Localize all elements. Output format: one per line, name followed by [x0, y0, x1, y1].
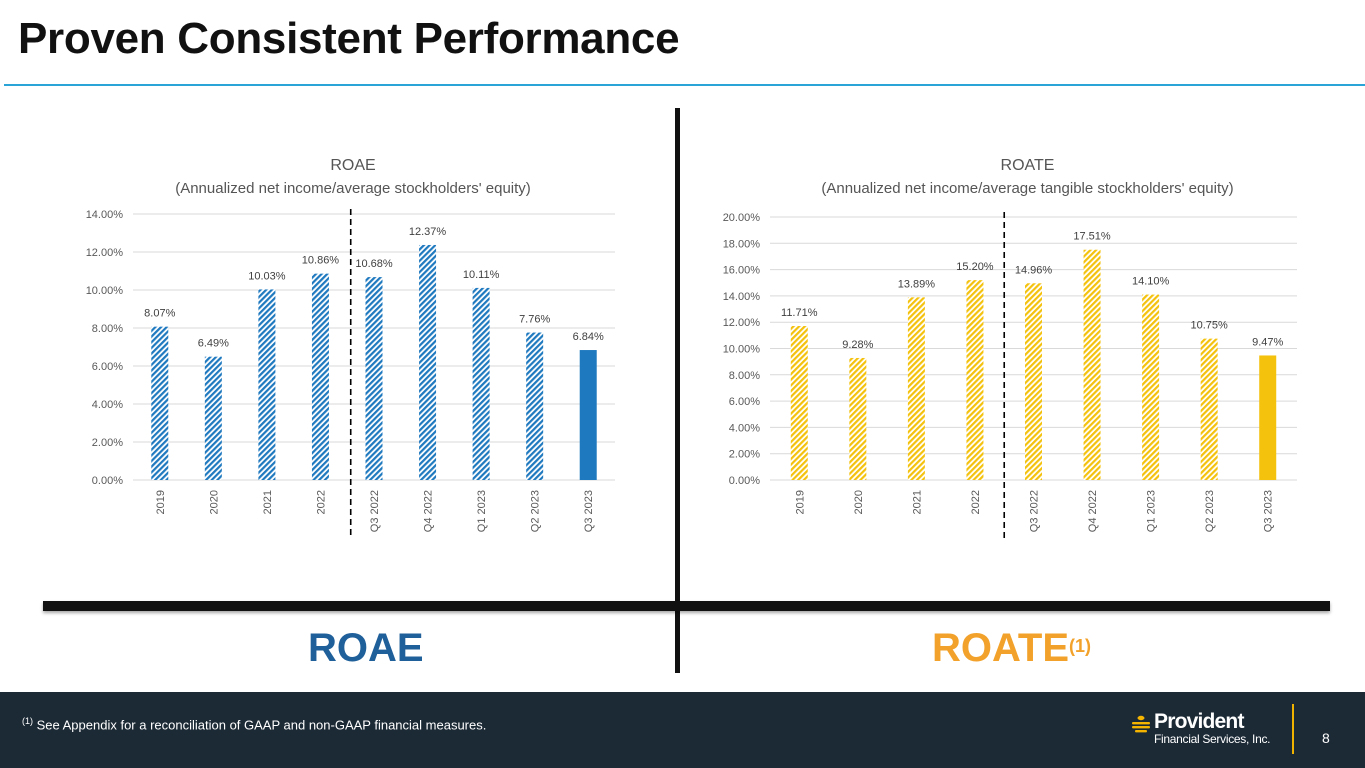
roate-bar — [790, 326, 808, 480]
roate-y-tick-label: 12.00% — [723, 317, 761, 329]
page-number: 8 — [1322, 730, 1330, 746]
roae-data-label: 6.84% — [573, 331, 604, 343]
roae-data-label: 10.68% — [355, 258, 393, 270]
logo-subtitle: Financial Services, Inc. — [1154, 732, 1271, 746]
logo-separator — [1292, 704, 1294, 754]
horizontal-divider — [43, 601, 1330, 611]
roate-bar — [849, 357, 867, 480]
roae-chart: ROAE (Annualized net income/average stock… — [86, 157, 615, 538]
page-title: Proven Consistent Performance — [18, 14, 680, 63]
roate-x-tick-label: Q2 2023 — [1204, 490, 1216, 532]
roate-data-label: 14.96% — [1015, 264, 1053, 276]
roate-bar — [1142, 294, 1160, 480]
roate-x-tick-label: 2022 — [970, 490, 982, 514]
roae-chart-subtitle: (Annualized net income/average stockhold… — [175, 180, 531, 197]
roae-bar — [258, 289, 276, 480]
roate-label-text: ROATE — [932, 626, 1070, 670]
roae-chart-title: ROAE — [330, 157, 375, 174]
vertical-divider — [675, 108, 680, 673]
roate-chart-title: ROATE — [1001, 157, 1055, 174]
roae-x-tick-label: 2021 — [262, 490, 274, 514]
roate-y-tick-label: 2.00% — [729, 449, 760, 461]
roae-bar — [526, 332, 544, 480]
roate-data-label: 17.51% — [1073, 231, 1111, 243]
roate-x-tick-label: Q3 2022 — [1029, 490, 1041, 532]
roae-data-label: 10.86% — [302, 255, 340, 267]
roae-x-tick-label: 2019 — [155, 490, 167, 514]
roate-bar — [907, 297, 925, 480]
roae-x-tick-label: Q3 2023 — [583, 490, 595, 532]
roate-data-label: 10.75% — [1191, 320, 1229, 332]
footnote-text: See Appendix for a reconciliation of GAA… — [33, 717, 487, 733]
roae-y-tick-label: 12.00% — [86, 247, 124, 259]
footnote: (1) See Appendix for a reconciliation of… — [22, 716, 486, 732]
roate-bar — [966, 280, 984, 480]
roate-data-label: 9.28% — [842, 339, 873, 351]
roate-x-tick-label: Q1 2023 — [1146, 490, 1158, 532]
logo-name: Provident — [1154, 710, 1244, 733]
roate-x-tick-label: 2021 — [911, 490, 923, 514]
roate-bar — [1025, 283, 1042, 480]
roae-x-tick-label: 2020 — [208, 490, 220, 514]
roate-x-tick-label: Q4 2022 — [1087, 490, 1099, 532]
roate-bar — [1083, 249, 1101, 480]
roate-bar — [1200, 338, 1218, 480]
roae-bar — [472, 287, 490, 480]
roae-y-tick-label: 8.00% — [92, 323, 123, 335]
roae-y-tick-label: 4.00% — [92, 399, 123, 411]
roae-bar — [365, 277, 383, 480]
roae-y-tick-label: 10.00% — [86, 285, 124, 297]
title-rule — [4, 84, 1365, 86]
roae-data-label: 6.49% — [198, 338, 229, 350]
roate-x-tick-label: Q3 2023 — [1263, 490, 1275, 532]
roae-bar — [579, 350, 597, 480]
roate-y-tick-label: 8.00% — [729, 370, 760, 382]
roate-data-label: 15.20% — [956, 261, 994, 273]
footer: (1) See Appendix for a reconciliation of… — [0, 692, 1365, 768]
roate-x-tick-label: 2019 — [794, 490, 806, 514]
roae-label-text: ROAE — [308, 626, 424, 670]
roae-x-tick-label: Q1 2023 — [476, 490, 488, 532]
roate-x-tick-label: 2020 — [853, 490, 865, 514]
roate-footnote-marker: (1) — [1069, 636, 1092, 656]
roate-y-tick-label: 20.00% — [723, 212, 761, 224]
roate-y-tick-label: 4.00% — [729, 422, 760, 434]
roae-x-tick-label: Q2 2023 — [530, 490, 542, 532]
roae-y-tick-label: 14.00% — [86, 209, 124, 221]
roate-y-tick-label: 14.00% — [723, 291, 761, 303]
footnote-marker: (1) — [22, 716, 33, 726]
roae-label: ROAE — [308, 626, 424, 671]
roate-data-label: 11.71% — [781, 307, 818, 319]
roae-data-label: 10.11% — [463, 269, 500, 281]
roate-y-tick-label: 10.00% — [723, 344, 761, 356]
roae-data-label: 12.37% — [409, 226, 447, 238]
roae-bar — [311, 273, 329, 480]
roae-y-tick-label: 0.00% — [92, 475, 123, 487]
roate-bar — [1259, 355, 1277, 480]
roate-label: ROATE(1) — [932, 626, 1091, 671]
roae-y-tick-label: 2.00% — [92, 437, 123, 449]
roate-y-tick-label: 18.00% — [723, 238, 761, 250]
roae-x-tick-label: Q3 2022 — [369, 490, 381, 532]
roate-y-tick-label: 6.00% — [729, 396, 760, 408]
roate-data-label: 14.10% — [1132, 276, 1170, 288]
roate-chart-subtitle: (Annualized net income/average tangible … — [821, 180, 1233, 197]
roae-data-label: 7.76% — [519, 314, 550, 326]
roae-x-tick-label: Q4 2022 — [423, 490, 435, 532]
roate-y-tick-label: 16.00% — [723, 265, 761, 277]
roate-y-tick-label: 0.00% — [729, 475, 760, 487]
roate-data-label: 13.89% — [898, 278, 936, 290]
roate-data-label: 9.47% — [1252, 336, 1283, 348]
roate-chart: ROATE (Annualized net income/average tang… — [723, 157, 1297, 538]
roae-bar — [151, 326, 169, 480]
logo-mark-icon — [1132, 715, 1150, 733]
roae-data-label: 8.07% — [144, 308, 175, 320]
roae-data-label: 10.03% — [248, 270, 286, 282]
roae-bar — [419, 244, 437, 480]
roae-y-tick-label: 6.00% — [92, 361, 123, 373]
roae-x-tick-label: 2022 — [315, 490, 327, 514]
roae-bar — [204, 356, 222, 480]
